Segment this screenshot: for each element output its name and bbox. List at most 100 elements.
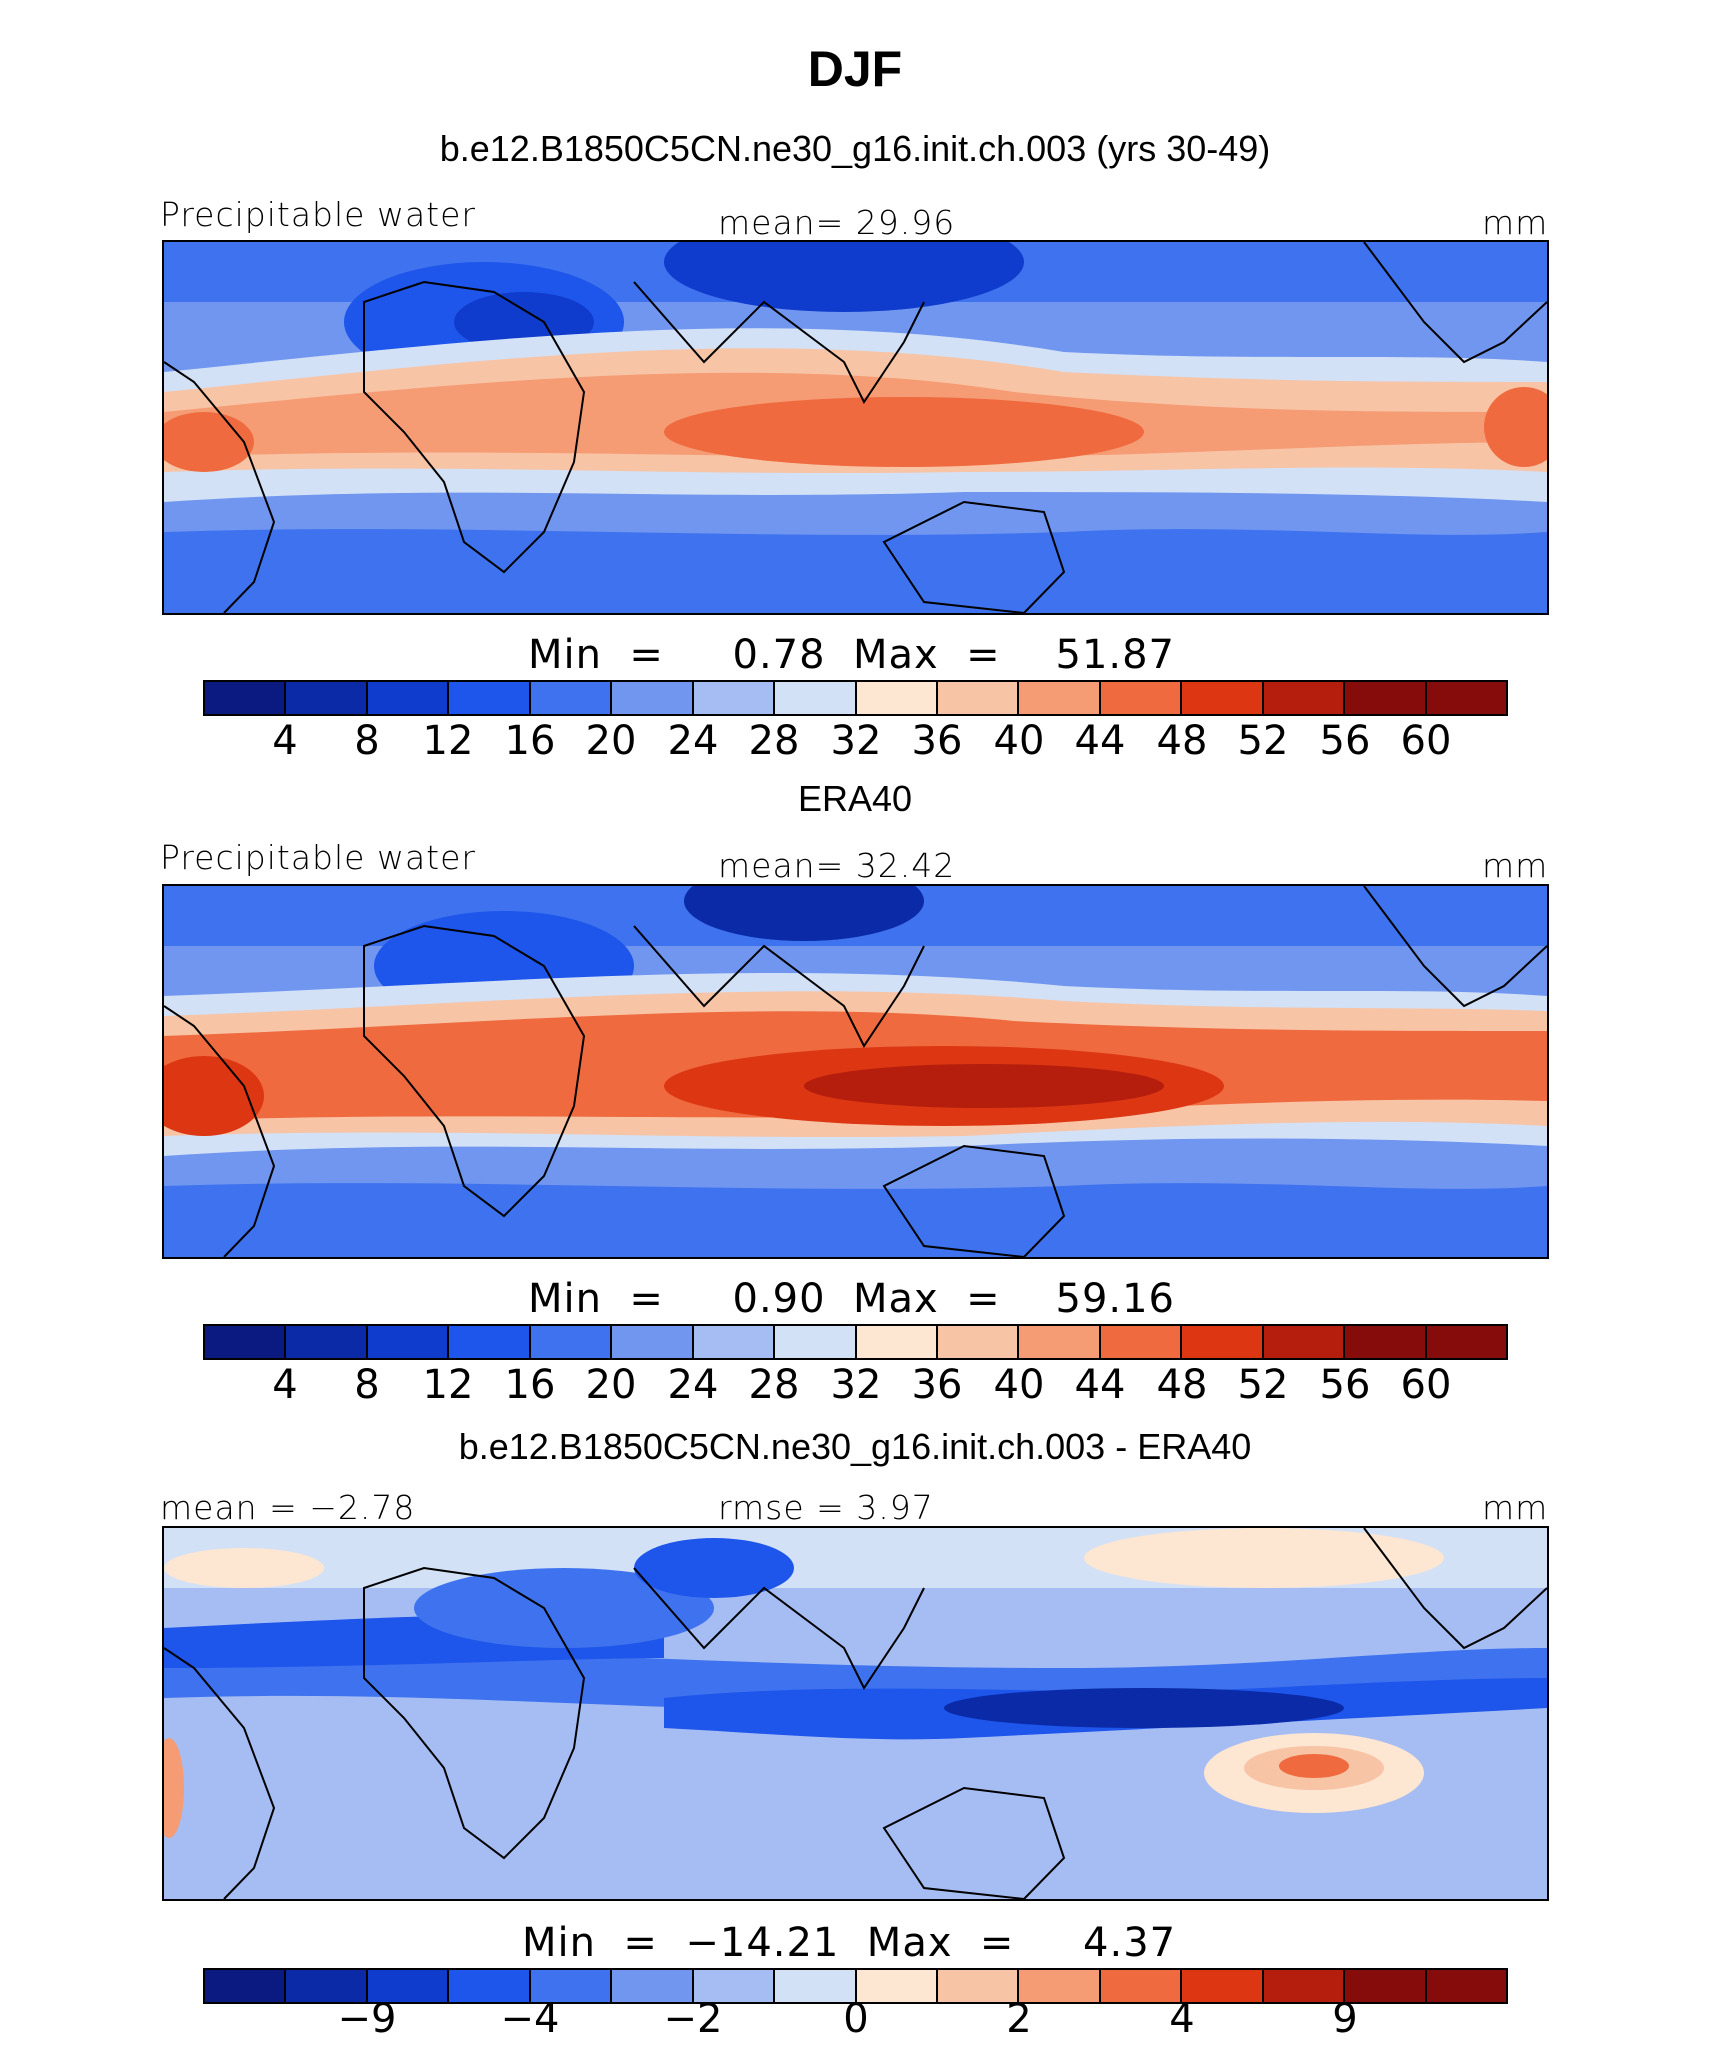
panel-3-mean-label: mean = −2.78 [160,1488,416,1527]
panel-1-tick: 24 [667,718,719,764]
panel-2-colorbar-swatch [856,1326,938,1358]
panel-2-tick: 32 [830,1362,882,1408]
panel-2-variable-label: Precipitable water [160,838,476,877]
panel-1-tick: 12 [422,718,474,764]
panel-3-tick: −9 [337,1996,397,2042]
panel-2-tick: 44 [1074,1362,1126,1408]
panel-2-colorbar-swatch [1019,1326,1101,1358]
panel-1-colorbar-swatch [530,682,613,714]
panel-1-tick: 60 [1400,718,1452,764]
panel-1-colorbar-swatch [449,682,531,714]
panel-2-colorbar-swatch [449,1326,531,1358]
panel-1-colorbar-swatch [612,682,694,714]
panel-2-colorbar-swatch [775,1326,857,1358]
panel-2-colorbar-swatch [693,1326,776,1358]
panel-3-colorbar-swatch [1100,1970,1183,2002]
panel-1-colorbar-swatch [1100,682,1183,714]
panel-3-colorbar-swatch [612,1970,694,2002]
panel-3-units-label: mm [1482,1488,1549,1527]
panel-1-colorbar-swatch [205,682,287,714]
panel-1-colorbar-swatch [1345,682,1427,714]
panel-1-tick-labels: 4 8 12 16 20 24 28 32 36 40 44 48 52 56 … [0,718,1710,768]
panel-1-tick: 32 [830,718,882,764]
panel-2-tick: 52 [1237,1362,1289,1408]
panel-2-tick: 36 [911,1362,963,1408]
panel-3-colorbar-swatch [286,1970,368,2002]
panel-2-colorbar-swatch [530,1326,613,1358]
panel-3-tick: 2 [1006,1996,1032,2042]
panel-3-colorbar-swatch [449,1970,531,2002]
panel-3-colorbar-swatch [937,1970,1020,2002]
panel-3-tick: 4 [1169,1996,1195,2042]
panel-3-colorbar-swatch [856,1970,938,2002]
panel-2-minmax: Min = 0.90 Max = 59.16 [528,1276,1175,1322]
panel-1-colorbar-swatch [1019,682,1101,714]
panel-2-tick: 12 [422,1362,474,1408]
panel-1-tick: 20 [585,718,637,764]
panel-1-colorbar [203,680,1508,716]
panel-1-tick: 36 [911,718,963,764]
panel-2-colorbar-swatch [286,1326,368,1358]
panel-2-tick: 24 [667,1362,719,1408]
panel-3-map-svg [164,1528,1547,1899]
panel-1-tick: 44 [1074,718,1126,764]
panel-1-colorbar-swatch [367,682,450,714]
panel-3-map [162,1526,1549,1901]
panel-2-mean-label: mean= 32.42 [718,846,956,885]
panel-3-colorbar-swatch [530,1970,613,2002]
panel-2-colorbar-swatch [1100,1326,1183,1358]
panel-2-colorbar-swatch [1182,1326,1264,1358]
panel-2-colorbar-swatch [367,1326,450,1358]
panel-3-colorbar-swatch [205,1970,287,2002]
panel-3-title: b.e12.B1850C5CN.ne30_g16.init.ch.003 - E… [458,1426,1252,1467]
panel-1-tick: 48 [1156,718,1208,764]
panel-1-tick: 16 [504,718,556,764]
panel-2-tick: 60 [1400,1362,1452,1408]
panel-2-colorbar-swatch [205,1326,287,1358]
panel-2-colorbar-swatch [612,1326,694,1358]
panel-2-map-svg [164,886,1547,1257]
panel-3-tick: −2 [663,1996,723,2042]
panel-2-colorbar-swatch [1263,1326,1346,1358]
panel-1-colorbar-swatch [286,682,368,714]
panel-2-colorbar-swatch [1345,1326,1427,1358]
panel-1-colorbar-swatch [1426,682,1506,714]
panel-2-tick: 16 [504,1362,556,1408]
panel-1-tick: 52 [1237,718,1289,764]
panel-1-tick: 8 [354,718,380,764]
panel-1-units-label: mm [1482,203,1549,242]
panel-3-tick: −4 [500,1996,560,2042]
panel-3-rmse-label: rmse = 3.97 [718,1488,934,1527]
panel-1-colorbar-swatch [693,682,776,714]
panel-2-tick: 28 [748,1362,800,1408]
panel-2-tick: 8 [354,1362,380,1408]
panel-1-variable-label: Precipitable water [160,195,476,234]
panel-1-colorbar-swatch [775,682,857,714]
panel-3-tick-labels: −9 −4 −2 0 2 4 9 [0,1996,1710,2046]
panel-2-tick: 48 [1156,1362,1208,1408]
panel-2-tick: 40 [993,1362,1045,1408]
panel-1-map-svg [164,242,1547,613]
panel-1-tick: 4 [272,718,298,764]
panel-1-colorbar-swatch [856,682,938,714]
panel-3-minmax: Min = −14.21 Max = 4.37 [522,1920,1177,1966]
panel-1-colorbar-swatch [1182,682,1264,714]
panel-3-colorbar-swatch [1345,1970,1427,2002]
panel-2-map [162,884,1549,1259]
panel-2-tick-labels: 4 8 12 16 20 24 28 32 36 40 44 48 52 56 … [0,1362,1710,1412]
panel-2-tick: 56 [1319,1362,1371,1408]
main-title: DJF [807,41,903,97]
panel-1-minmax: Min = 0.78 Max = 51.87 [528,632,1175,678]
panel-2-colorbar-swatch [937,1326,1020,1358]
panel-3-colorbar-swatch [1019,1970,1101,2002]
panel-1-mean-label: mean= 29.96 [718,203,956,242]
panel-1-tick: 56 [1319,718,1371,764]
panel-2-title: ERA40 [797,778,913,819]
panel-3-colorbar-swatch [1182,1970,1264,2002]
panel-2-colorbar-swatch [1426,1326,1506,1358]
panel-1-colorbar-swatch [1263,682,1346,714]
panel-2-tick: 20 [585,1362,637,1408]
panel-3-tick: 0 [843,1996,869,2042]
panel-3-colorbar [203,1968,1508,2004]
panel-1-colorbar-swatch [937,682,1020,714]
